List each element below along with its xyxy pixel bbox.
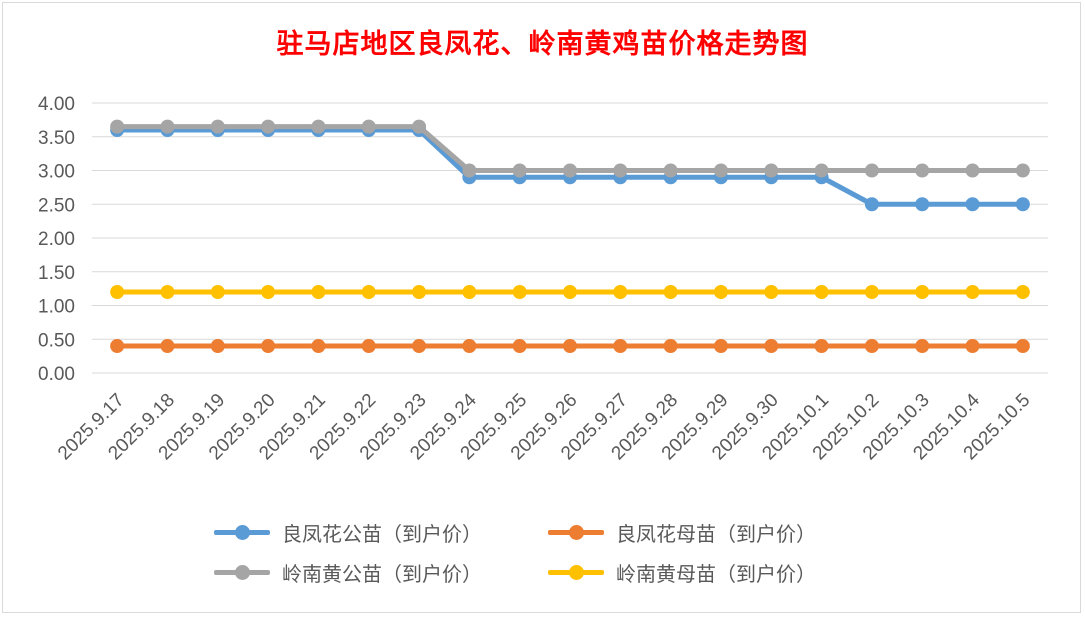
data-point [462, 163, 477, 178]
legend-dot [569, 565, 584, 580]
data-point [412, 285, 427, 299]
y-tick-label: 3.00 [38, 162, 75, 183]
data-point [764, 285, 779, 299]
legend-marker-icon [210, 562, 274, 582]
data-point [462, 285, 477, 299]
legend-item-series-3[interactable]: 岭南黄公苗（到户价） [210, 558, 544, 587]
data-point [713, 339, 728, 353]
legend-label: 良凤花母苗（到户价） [616, 521, 816, 546]
data-point [110, 119, 125, 134]
data-point [361, 339, 376, 353]
data-point [915, 339, 930, 353]
data-point [613, 339, 628, 353]
data-point [210, 339, 225, 353]
data-point [110, 285, 125, 299]
data-point [764, 339, 779, 353]
data-point [915, 163, 930, 178]
legend-item-series-4[interactable]: 岭南黄母苗（到户价） [544, 558, 878, 587]
legend[interactable]: 良凤花公苗（到户价） 良凤花母苗（到户价） 岭南黄公苗（到户价） 岭南黄母苗（到… [210, 512, 910, 592]
data-point [361, 285, 376, 299]
data-point [160, 285, 175, 299]
legend-item-series-1[interactable]: 良凤花公苗（到户价） [210, 518, 544, 547]
data-point [613, 163, 628, 178]
y-tick-label: 3.50 [38, 128, 75, 149]
y-tick-label: 2.00 [38, 229, 75, 250]
legend-marker-icon [544, 562, 608, 582]
y-tick-label: 1.50 [38, 263, 75, 284]
data-point [311, 285, 326, 299]
data-point [965, 339, 980, 353]
data-point [1015, 285, 1030, 299]
legend-marker-icon [210, 522, 274, 542]
y-tick-label: 2.50 [38, 195, 75, 216]
data-point [311, 339, 326, 353]
data-point [563, 163, 577, 178]
data-point [210, 119, 225, 134]
data-point [311, 119, 326, 134]
chart-title: 驻马店地区良凤花、岭南黄鸡苗价格走势图 [276, 29, 809, 60]
data-point [512, 339, 527, 353]
data-point [261, 285, 276, 299]
data-point [1015, 339, 1030, 353]
data-point [864, 339, 879, 353]
data-point [864, 197, 879, 212]
data-point [261, 119, 276, 134]
data-point [412, 339, 427, 353]
data-point [563, 285, 577, 299]
legend-marker-icon [544, 522, 608, 542]
y-tick-label: 0.50 [38, 330, 75, 351]
data-point [110, 339, 125, 353]
data-point [663, 339, 678, 353]
data-point [864, 163, 879, 178]
legend-dot [235, 565, 250, 580]
data-point [210, 285, 225, 299]
data-point [713, 163, 728, 178]
data-point [713, 285, 728, 299]
legend-label: 岭南黄公苗（到户价） [282, 561, 482, 586]
data-point [915, 285, 930, 299]
data-point [512, 285, 527, 299]
data-point [814, 339, 829, 353]
data-point [261, 339, 276, 353]
legend-label: 良凤花公苗（到户价） [282, 521, 482, 546]
data-point [864, 285, 879, 299]
data-point [663, 285, 678, 299]
data-point [160, 339, 175, 353]
data-point [512, 163, 527, 178]
legend-label: 岭南黄母苗（到户价） [616, 561, 816, 586]
data-point [764, 163, 779, 178]
y-tick-label: 1.00 [38, 297, 75, 318]
data-point [563, 339, 577, 353]
data-point [965, 285, 980, 299]
data-point [613, 285, 628, 299]
data-point [663, 163, 678, 178]
data-point [361, 119, 376, 134]
y-tick-label: 0.00 [38, 364, 75, 385]
data-point [965, 163, 980, 178]
data-point [814, 163, 829, 178]
data-point [814, 285, 829, 299]
data-point [915, 197, 930, 212]
data-point [965, 197, 980, 212]
legend-dot [235, 525, 250, 540]
data-point [1015, 163, 1030, 178]
legend-dot [569, 525, 584, 540]
legend-item-series-2[interactable]: 良凤花母苗（到户价） [544, 518, 878, 547]
y-tick-label: 4.00 [38, 94, 75, 115]
data-point [160, 119, 175, 134]
data-point [412, 119, 427, 134]
data-point [1015, 197, 1030, 212]
data-point [462, 339, 477, 353]
